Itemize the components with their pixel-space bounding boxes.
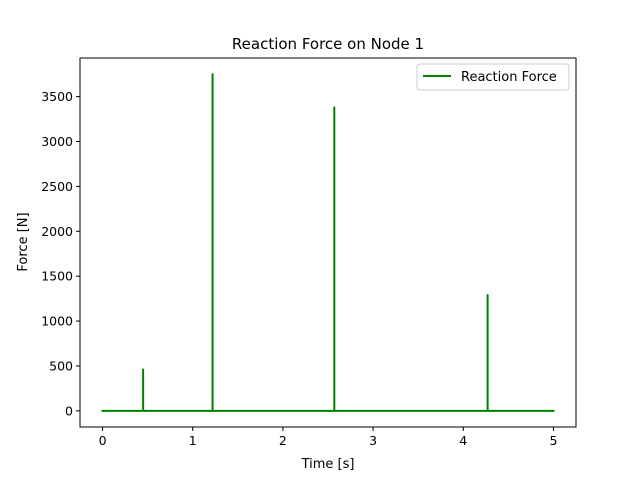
- y-tick-label: 500: [49, 358, 73, 373]
- y-tick-label: 0: [65, 403, 73, 418]
- y-tick-label: 3000: [41, 134, 73, 149]
- x-axis: 0 1 2 3 4 5: [99, 427, 557, 448]
- legend: Reaction Force: [416, 63, 570, 91]
- x-tick-label: 0: [99, 433, 107, 448]
- y-axis: 0 500 1000 1500 2000 2500 3000 3500: [41, 89, 80, 418]
- x-tick-label: 5: [549, 433, 557, 448]
- legend-box: [416, 63, 570, 91]
- axes-frame: [79, 57, 577, 428]
- series-line-0: [101, 73, 555, 412]
- y-axis-label: Force [N]: [16, 212, 31, 271]
- x-axis-label: Time [s]: [301, 457, 355, 472]
- y-tick-label: 1000: [41, 314, 73, 329]
- x-tick-label: 1: [189, 433, 197, 448]
- x-tick-label: 4: [459, 433, 467, 448]
- x-tick-label: 3: [369, 433, 377, 448]
- y-tick-label: 3500: [41, 89, 73, 104]
- y-tick-label: 2500: [41, 179, 73, 194]
- chart-title: Reaction Force on Node 1: [232, 35, 424, 53]
- legend-label: Reaction Force: [461, 70, 557, 85]
- x-tick-label: 2: [279, 433, 287, 448]
- y-tick-label: 2000: [41, 224, 73, 239]
- plot-area: [101, 73, 555, 412]
- y-tick-label: 1500: [41, 269, 73, 284]
